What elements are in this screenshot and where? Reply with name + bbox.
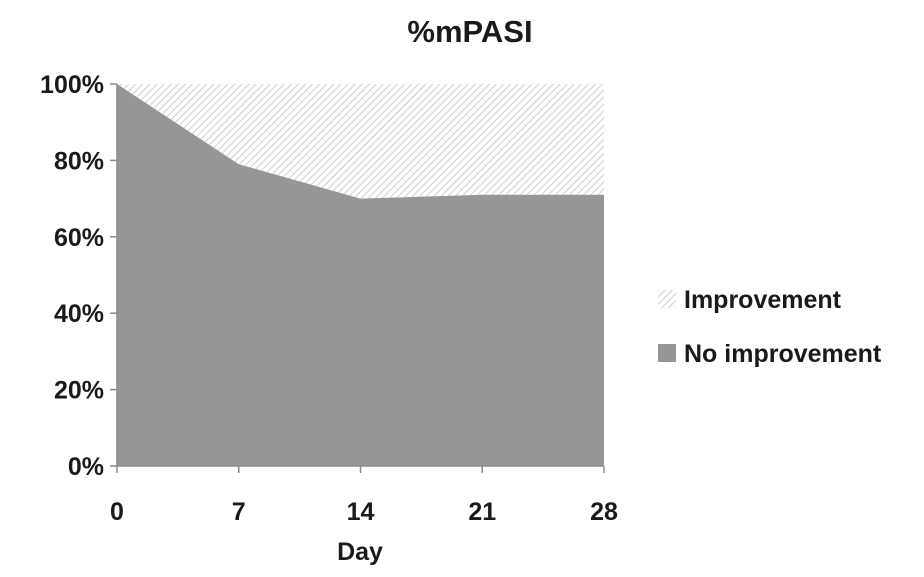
y-tick-label: 20%: [54, 377, 104, 405]
legend: Improvement No improvement: [658, 286, 882, 368]
legend-item-no-improvement: No improvement: [658, 340, 882, 368]
axes: 0% 20% 40% 60% 80% 100% 0 7 14 21 28: [40, 71, 618, 526]
legend-swatch: [658, 344, 676, 362]
y-tick-label: 60%: [54, 224, 104, 252]
chart-title: %mPASI: [407, 14, 532, 49]
legend-label: No improvement: [684, 340, 882, 368]
x-axis-label: Day: [337, 538, 383, 566]
x-tick-label: 7: [232, 498, 246, 526]
x-tick-label: 28: [590, 498, 618, 526]
plot-area: [117, 84, 604, 466]
y-tick-label: 80%: [54, 147, 104, 175]
x-tick-label: 21: [468, 498, 496, 526]
y-tick-label: 0%: [68, 453, 104, 481]
series-area-improvement: [117, 84, 604, 199]
x-tick-label: 0: [110, 498, 124, 526]
y-tick-label: 40%: [54, 300, 104, 328]
legend-item-improvement: Improvement: [658, 286, 842, 314]
y-tick-label: 100%: [40, 71, 104, 99]
legend-swatch: [658, 290, 676, 308]
legend-label: Improvement: [684, 286, 842, 314]
series-area-no-improvement: [117, 84, 604, 466]
x-tick-label: 14: [347, 498, 375, 526]
